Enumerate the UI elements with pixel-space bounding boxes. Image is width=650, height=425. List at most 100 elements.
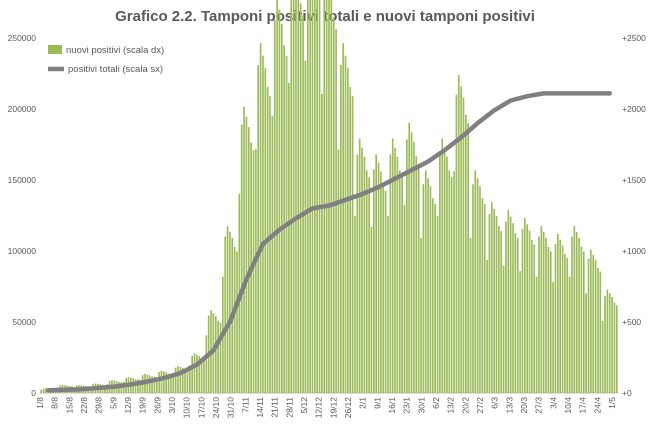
bar — [608, 293, 611, 393]
bar — [545, 237, 547, 393]
bar — [460, 86, 462, 393]
x-tick-label: 7/11 — [240, 397, 250, 413]
y-right-tick-label: +1000 — [622, 246, 646, 256]
bar — [571, 236, 573, 393]
x-tick-label: 10/4 — [563, 397, 573, 414]
bar — [290, 0, 293, 394]
bar — [134, 379, 137, 393]
bar — [139, 379, 142, 393]
bar — [415, 156, 418, 393]
bar — [276, 0, 278, 394]
x-tick-label: 8/8 — [50, 397, 60, 409]
x-tick-label: 15/8 — [64, 397, 74, 414]
bar — [531, 239, 533, 393]
bar — [398, 170, 401, 393]
bar — [597, 267, 599, 393]
bar — [502, 265, 505, 393]
bar — [455, 94, 458, 394]
bar — [45, 388, 47, 393]
bar — [413, 141, 415, 393]
bar — [365, 170, 368, 393]
x-tick-label: 13/3 — [504, 397, 514, 414]
bar — [441, 138, 444, 393]
bar — [167, 373, 170, 393]
bar — [151, 376, 153, 393]
bar — [476, 178, 479, 393]
bar — [439, 154, 441, 393]
bar — [368, 177, 370, 393]
bar — [240, 124, 243, 394]
bar — [243, 106, 245, 393]
bar — [269, 96, 271, 393]
x-tick-label: 27/3 — [534, 397, 544, 414]
bar — [177, 365, 179, 393]
legend-label: nuovi positivi (scala dx) — [66, 45, 164, 56]
bar — [528, 230, 531, 393]
bar — [436, 215, 439, 393]
bar — [382, 184, 385, 393]
x-tick-label: 14/11 — [255, 397, 265, 418]
x-tick-label: 9/1 — [372, 397, 382, 409]
bar — [384, 190, 387, 393]
bar — [330, 0, 333, 393]
x-tick-label: 12/9 — [123, 397, 133, 414]
bar — [566, 258, 569, 393]
bar — [406, 139, 408, 393]
bar — [200, 358, 203, 393]
bar — [457, 74, 460, 394]
bar — [375, 154, 378, 393]
x-tick-label: 29/8 — [94, 397, 104, 414]
bar — [538, 236, 540, 393]
bar — [389, 154, 392, 393]
bar — [205, 335, 208, 393]
bar — [469, 237, 472, 393]
bar — [552, 282, 554, 393]
bar — [283, 45, 286, 393]
bar — [188, 365, 191, 393]
bar — [431, 198, 434, 393]
bar — [224, 236, 227, 393]
bar — [252, 150, 255, 393]
bar — [554, 243, 557, 393]
bar — [198, 356, 201, 393]
bar — [585, 293, 587, 393]
bar — [549, 251, 552, 393]
bar — [377, 162, 380, 393]
bar — [354, 215, 356, 393]
bar — [342, 43, 344, 394]
x-tick-label: 3/4 — [548, 397, 558, 409]
bar — [170, 374, 172, 393]
x-tick-label: 17/10 — [196, 397, 206, 419]
bar — [318, 0, 321, 394]
bar — [217, 320, 219, 393]
bar — [512, 223, 514, 393]
bar — [179, 366, 182, 393]
bar — [273, 20, 276, 393]
bar — [245, 116, 248, 393]
x-tick-label: 5/9 — [108, 397, 118, 409]
bar — [264, 68, 267, 393]
bar — [193, 353, 196, 393]
bar — [236, 251, 238, 393]
bar — [424, 170, 427, 393]
bar — [351, 96, 354, 393]
bar — [615, 305, 618, 393]
bar — [505, 221, 507, 393]
x-tick-label: 17/4 — [578, 397, 588, 414]
bar — [380, 171, 382, 393]
bar — [325, 0, 328, 394]
bar — [328, 0, 330, 394]
y-right-tick-label: +2500 — [622, 33, 646, 43]
bar — [297, 0, 300, 393]
x-tick-label: 22/8 — [79, 397, 89, 414]
x-tick-label: 2/1 — [358, 397, 368, 409]
bar — [153, 376, 156, 393]
bar — [509, 216, 512, 393]
bar — [429, 186, 432, 393]
bar — [172, 374, 175, 393]
bar — [349, 86, 352, 393]
bar — [472, 184, 474, 393]
bar — [391, 138, 394, 393]
y-right-tick-label: +2000 — [622, 104, 646, 114]
